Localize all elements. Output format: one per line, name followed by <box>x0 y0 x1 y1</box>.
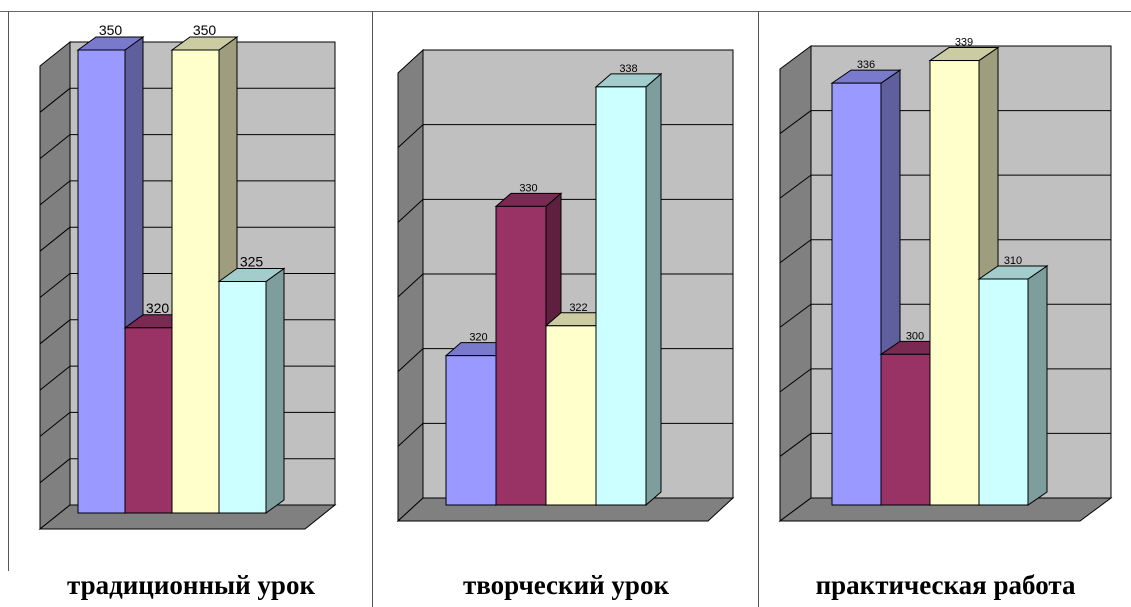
gridline-side <box>39 365 71 391</box>
gridline-side <box>397 273 424 298</box>
gridline-side <box>779 174 812 199</box>
bar-front <box>929 60 980 506</box>
data-label: 336 <box>857 59 875 71</box>
bar-front <box>831 82 882 506</box>
bar-front <box>445 355 497 506</box>
bar-front <box>495 205 547 506</box>
caption-traditional: традиционный урок <box>66 570 315 600</box>
caption-creative: творческий урок <box>462 570 670 600</box>
divider-1 <box>372 11 373 607</box>
bar <box>977 265 1049 506</box>
data-label: 325 <box>240 254 264 270</box>
gridline-side <box>779 239 812 264</box>
data-label: 310 <box>1004 255 1022 267</box>
bar-side <box>645 72 662 507</box>
gridline-side <box>397 124 424 149</box>
gridline-side <box>779 368 812 393</box>
gridline-side <box>39 319 71 345</box>
chart-practical: 336 300 339 310 <box>778 37 1113 522</box>
divider-2 <box>758 11 759 607</box>
bar-front <box>171 49 220 514</box>
data-label: 320 <box>146 300 170 316</box>
bar-front <box>218 281 267 514</box>
chart-creative: 320 330 322 338 <box>396 48 735 523</box>
bar-front <box>124 327 173 514</box>
data-label: 330 <box>519 182 537 194</box>
bar <box>928 46 1000 506</box>
gridline-side <box>39 134 71 159</box>
gridline-side <box>397 422 424 447</box>
data-label: 350 <box>99 22 123 38</box>
gridline-side <box>779 433 812 457</box>
data-label: 338 <box>619 63 637 75</box>
gridline-side <box>779 110 812 134</box>
bar <box>594 72 663 507</box>
bar-side <box>1027 265 1048 506</box>
gridline-side <box>779 303 812 328</box>
bar-side <box>265 267 285 514</box>
gridline-side <box>397 348 424 373</box>
bar-front <box>978 278 1029 506</box>
gridline-side <box>39 458 71 484</box>
data-label: 350 <box>193 22 217 38</box>
top-border <box>0 11 1131 12</box>
data-label: 300 <box>906 330 924 342</box>
left-border <box>8 11 9 571</box>
bar-front <box>880 353 931 506</box>
gridline-side <box>39 273 71 298</box>
chart-traditional: 350 320 350 325 <box>38 22 337 531</box>
caption-practical: практическая работа <box>815 570 1076 600</box>
data-label: 320 <box>469 332 487 344</box>
gridline-side <box>39 226 71 252</box>
data-label: 322 <box>569 302 587 314</box>
gridline-side <box>39 87 71 113</box>
gridline-side <box>39 412 71 437</box>
bar <box>217 267 286 514</box>
bar-front <box>545 325 597 506</box>
data-label: 339 <box>955 37 973 49</box>
gridline-side <box>39 180 71 206</box>
side-wall <box>779 45 812 522</box>
bar-front <box>595 86 647 506</box>
gridline-side <box>397 198 424 223</box>
bar-front <box>77 49 126 514</box>
